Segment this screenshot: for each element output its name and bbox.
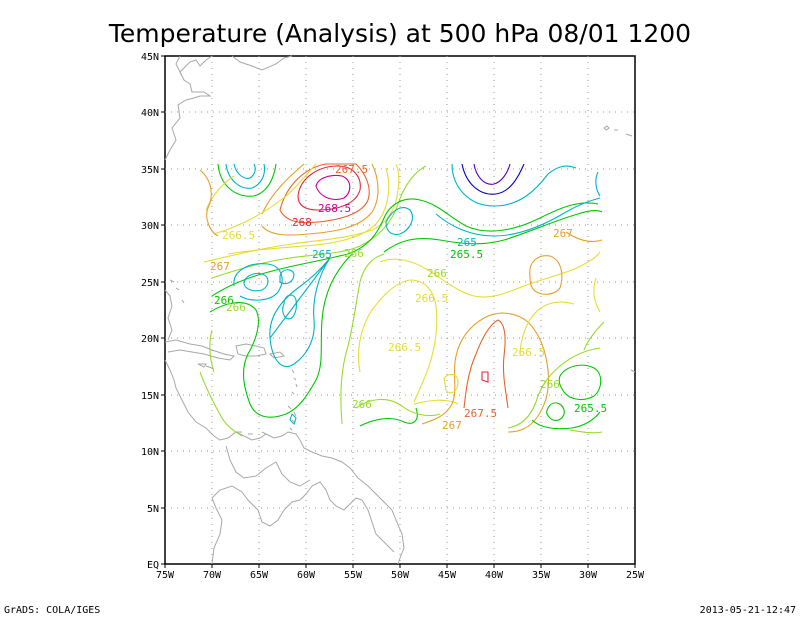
lon-axis: 75W 70W 65W 60W 55W 50W 45W 40W 35W 30W … [156,564,645,581]
contour-label: 265 [457,236,477,249]
contour-labels: 267.5 268.5 268 266.5 267 265 266 265 26… [210,163,607,432]
contour-label: 267.5 [464,407,497,420]
contour-label: 266 [214,294,234,307]
lon-tick-label: 25W [626,570,645,581]
graticule [165,56,635,564]
contour-label: 268.5 [318,202,351,215]
lat-tick-label: 20N [141,334,159,345]
contour-label: 265.5 [450,248,483,261]
lon-tick-label: 60W [297,570,316,581]
lon-tick-label: 30W [579,570,598,581]
footer-timestamp: 2013-05-21-12:47 [700,605,796,616]
lat-tick-label: 30N [141,221,159,232]
contour-label: 265.5 [574,402,607,415]
lat-tick-label: 10N [141,447,159,458]
contour-label: 268 [292,216,312,229]
lat-tick-label: EQ [147,560,159,571]
lon-tick-label: 65W [250,570,269,581]
contour-label: 267 [210,260,230,273]
coastline-north-america [164,55,213,161]
contour-label: 266.5 [512,346,545,359]
lat-tick-label: 25N [141,278,159,289]
contour-label: 267.5 [335,163,368,176]
map-title: Temperature (Analysis) at 500 hPa 08/01 … [108,19,691,48]
contour-label: 266 [427,267,447,280]
lon-tick-label: 35W [532,570,551,581]
lon-tick-label: 70W [203,570,222,581]
contour-label: 266.5 [388,341,421,354]
lon-tick-label: 50W [391,570,410,581]
coastline-south-america-north [175,387,405,565]
contour-label: 266 [344,247,364,260]
lon-tick-label: 75W [156,570,175,581]
contour-label: 267 [553,227,573,240]
contour-label: 265 [312,248,332,261]
temperature-contours [199,163,605,437]
contour-label: 267 [442,419,462,432]
lat-axis: 45N 40N 35N 30N 25N 20N 15N 10N 5N EQ [141,52,165,571]
contour-label: 266 [226,301,246,314]
lat-tick-label: 45N [141,52,159,63]
lon-tick-label: 45W [438,570,457,581]
contour-label: 266.5 [415,292,448,305]
lon-tick-label: 40W [485,570,504,581]
lat-tick-label: 5N [147,504,159,515]
coastlines [164,55,636,565]
contour-label: 266 [352,398,372,411]
lat-tick-label: 40N [141,108,159,119]
footer-credit: GrADS: COLA/IGES [4,605,100,616]
contour-label: 266.5 [222,229,255,242]
lat-tick-label: 35N [141,165,159,176]
coastline-greater-antilles [164,339,236,361]
contour-label: 266 [540,378,560,391]
lon-tick-label: 55W [344,570,363,581]
lat-tick-label: 15N [141,391,159,402]
